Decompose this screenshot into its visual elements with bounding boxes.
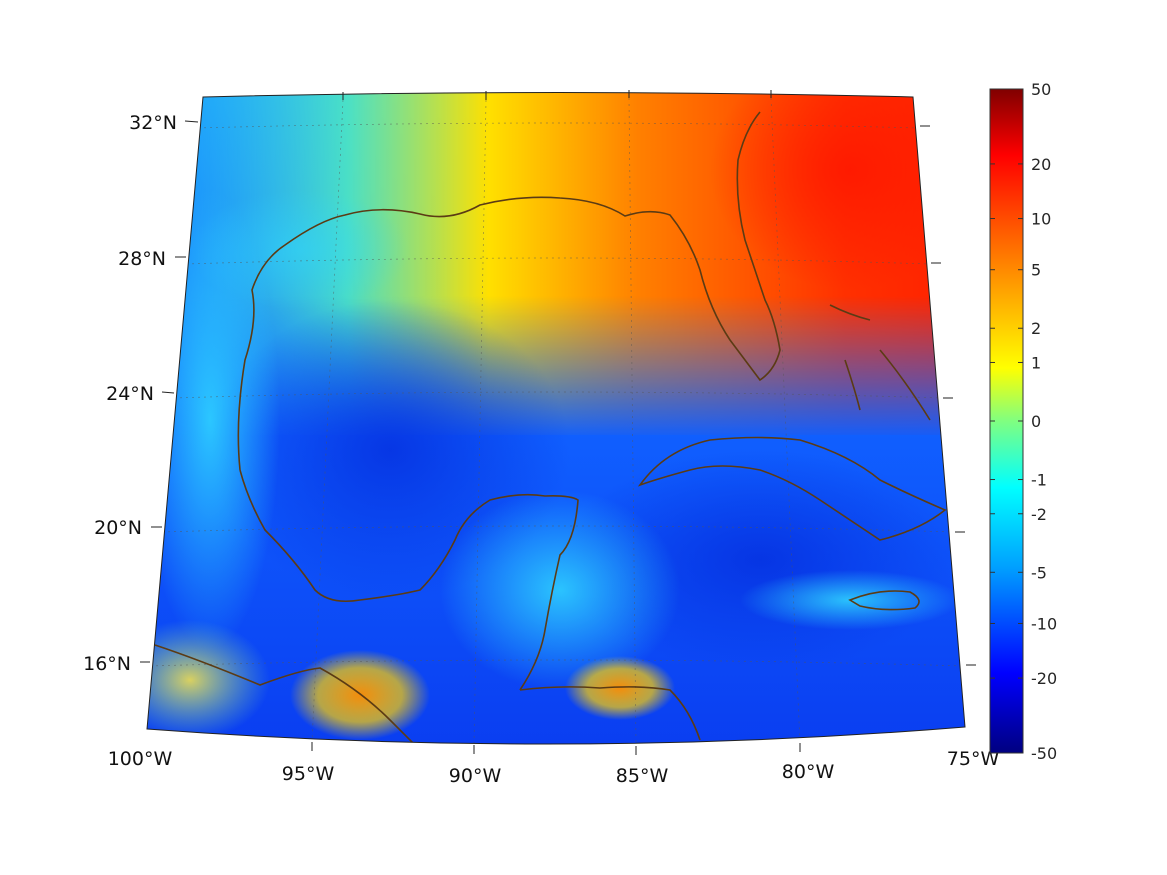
graticule [149, 97, 965, 745]
central-america-coast [519, 686, 701, 741]
field-yucatan-cyan [440, 490, 680, 690]
field-nw-cyan [190, 190, 410, 310]
lon-label-75w: 75°W [947, 748, 1000, 770]
lat-label-24n: 24°N [106, 383, 154, 405]
field-honduras-orange [565, 656, 675, 720]
colorbar-tick-label: -2 [1031, 505, 1047, 524]
map-frame [146, 92, 966, 745]
colorbar-tick-label: 1 [1031, 353, 1041, 372]
lat-label-32n: 32°N [129, 112, 177, 134]
colorbar-tick-label: -50 [1031, 744, 1057, 763]
lon-label-80w: 80°W [782, 761, 835, 783]
lat-label-28n: 28°N [118, 248, 166, 270]
coastlines [154, 111, 947, 745]
colorbar-tick-label: 20 [1031, 155, 1051, 174]
colorbar-tick-label: -20 [1031, 669, 1057, 688]
lon-label-100w: 100°W [108, 748, 173, 770]
colorbar-tick-label: -5 [1031, 563, 1047, 582]
lat-label-20n: 20°N [94, 517, 142, 539]
lat-label-16n: 16°N [83, 653, 131, 675]
colorbar-tick-label: 0 [1031, 412, 1041, 431]
lon-labels: 100°W 95°W 90°W 85°W 80°W 75°W [108, 748, 1000, 787]
field-red-core [710, 92, 965, 290]
pacific-coast [154, 644, 416, 745]
colorbar-tick-label: -10 [1031, 614, 1057, 633]
lon-label-85w: 85°W [616, 765, 669, 787]
colorbar-tick-label: -1 [1031, 471, 1047, 490]
colorbar-tick-label: 5 [1031, 261, 1041, 280]
colorbar-tick-label: 50 [1031, 80, 1051, 99]
bahamas [829, 304, 931, 421]
colorbar-gradient [989, 88, 1024, 754]
lat-labels: 32°N 28°N 24°N 20°N 16°N [83, 112, 177, 675]
field-mexico-orange [290, 650, 430, 740]
mexico-coast [239, 469, 579, 691]
colorbar-tick-label: 10 [1031, 210, 1051, 229]
map-plot-area [147, 92, 965, 745]
colorbar-tick-label: 2 [1031, 319, 1041, 338]
lon-label-95w: 95°W [282, 763, 335, 785]
lon-label-90w: 90°W [449, 765, 502, 787]
hispaniola [848, 590, 920, 611]
tick-marks [140, 90, 976, 755]
gulf-coast [237, 111, 781, 471]
cuba [637, 436, 947, 541]
